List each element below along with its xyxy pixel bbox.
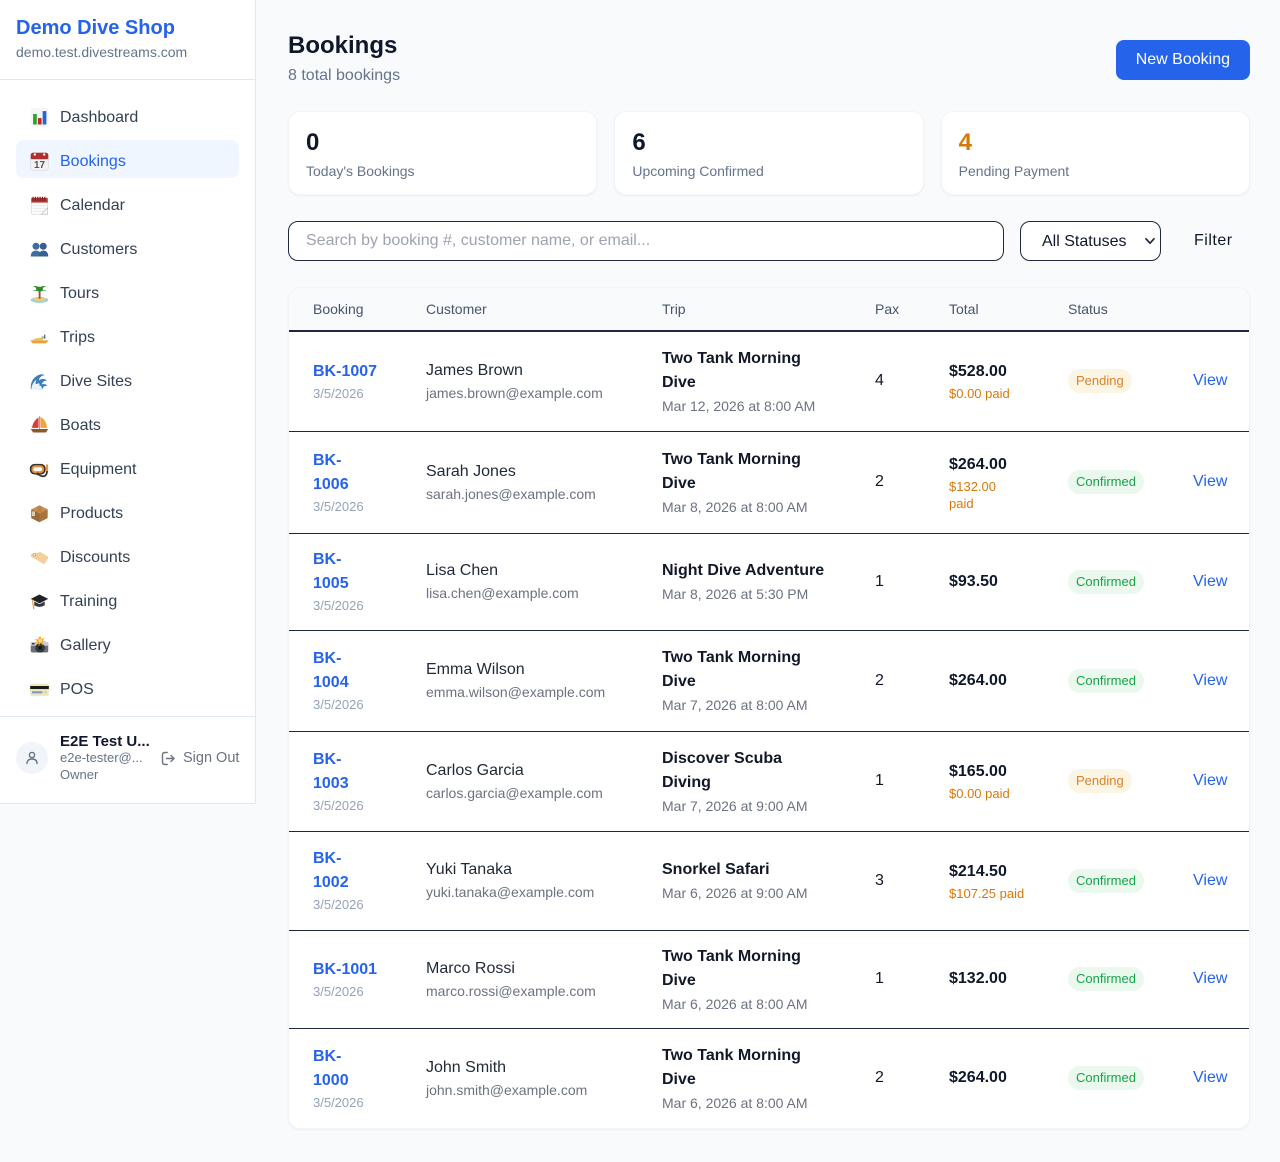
svg-text:17: 17 — [34, 160, 46, 171]
